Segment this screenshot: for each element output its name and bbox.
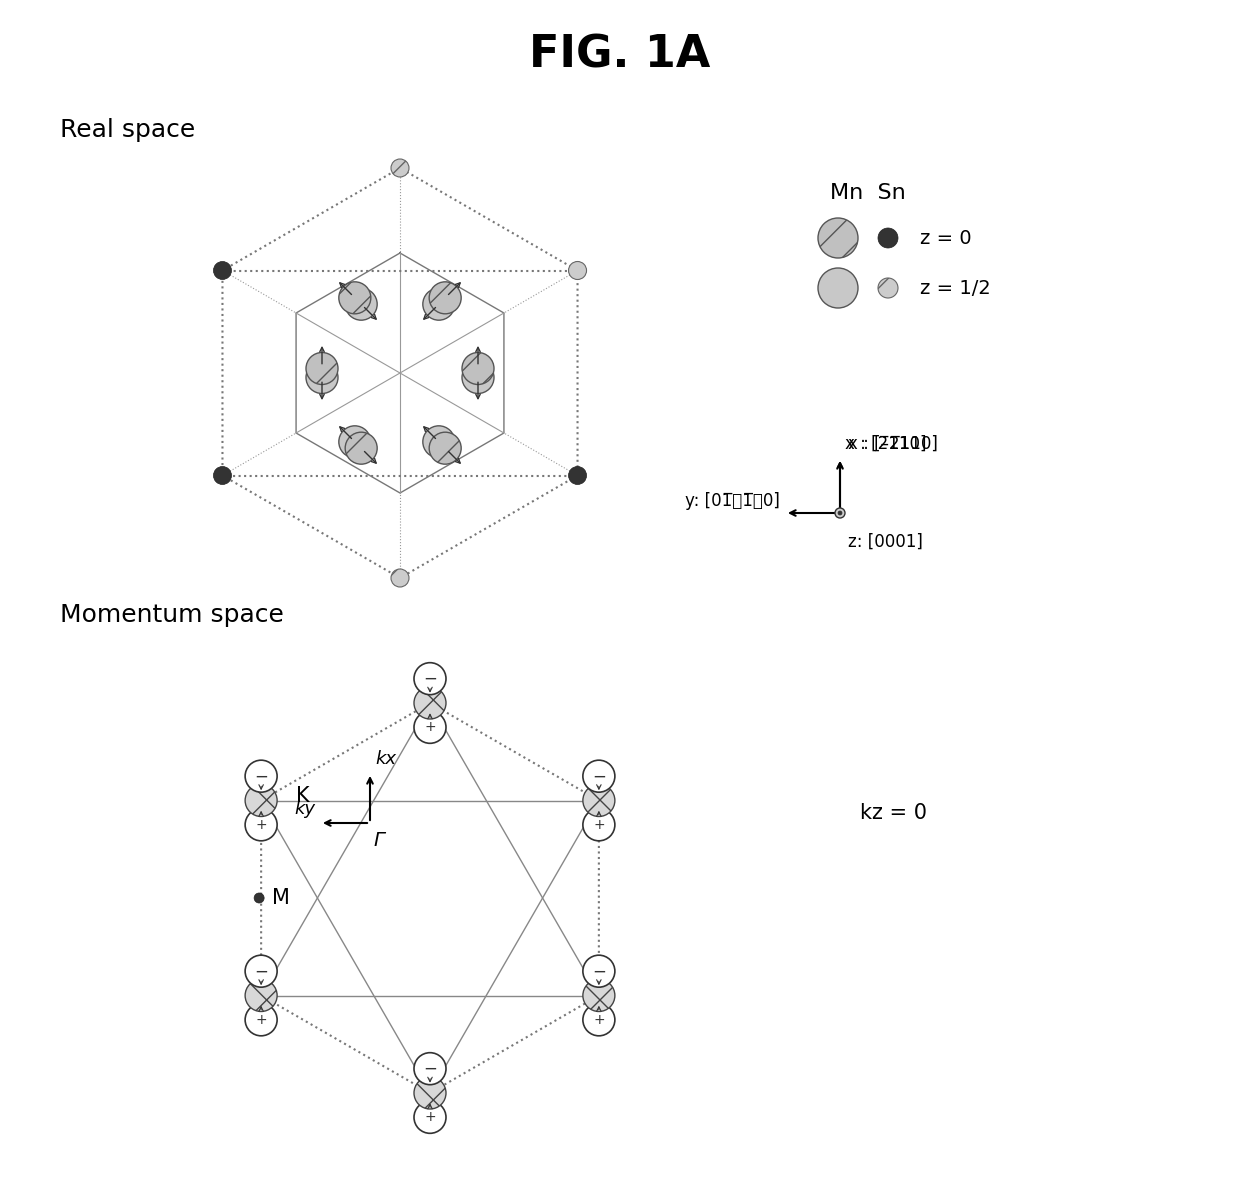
Circle shape [306,362,339,394]
Circle shape [414,711,446,743]
Circle shape [246,809,277,841]
Text: −: − [591,962,606,981]
Text: −: − [423,1060,436,1078]
Text: +: + [593,817,605,832]
Circle shape [246,980,277,1011]
Circle shape [583,955,615,987]
Circle shape [414,1077,446,1108]
Circle shape [213,261,232,279]
Text: ky: ky [294,800,315,817]
Circle shape [414,1053,446,1085]
Circle shape [878,228,898,248]
Circle shape [583,1004,615,1036]
Circle shape [345,289,377,321]
Text: kz = 0: kz = 0 [861,803,928,823]
Text: −: − [254,768,268,786]
Circle shape [423,426,455,458]
Text: M: M [272,888,290,909]
Text: y: [01̅1̅0]: y: [01̅1̅0] [686,492,780,510]
Text: FIG. 1A: FIG. 1A [529,33,711,76]
Circle shape [423,289,455,321]
Text: −: − [254,962,268,981]
Circle shape [391,569,409,587]
Text: Momentum space: Momentum space [60,603,284,627]
Circle shape [246,784,277,816]
Text: Γ: Γ [373,830,384,851]
Circle shape [583,761,615,793]
Circle shape [429,432,461,464]
Text: +: + [424,720,435,735]
Text: +: + [255,817,267,832]
Circle shape [391,159,409,177]
Circle shape [583,784,615,816]
Circle shape [463,362,494,394]
Circle shape [568,466,587,485]
Circle shape [339,426,371,458]
Circle shape [246,1004,277,1036]
Circle shape [254,893,264,903]
Circle shape [818,218,858,258]
Circle shape [414,662,446,694]
Text: K: K [296,786,310,806]
Circle shape [345,432,377,464]
Circle shape [878,278,898,298]
Circle shape [306,353,339,384]
Text: Real space: Real space [60,118,195,142]
Text: kx: kx [374,750,396,768]
Circle shape [568,261,587,279]
Circle shape [835,508,844,518]
Circle shape [246,955,277,987]
Text: −: − [423,670,436,687]
Circle shape [246,761,277,793]
Circle shape [463,353,494,384]
Circle shape [429,282,461,313]
Text: x : [2̅̅110]: x : [2̅̅110] [844,435,926,453]
Circle shape [414,1101,446,1133]
Text: +: + [424,1111,435,1124]
Circle shape [213,466,232,485]
Text: z: [0001]: z: [0001] [848,534,923,551]
Text: −: − [591,768,606,786]
Circle shape [414,687,446,719]
Text: Mn  Sn: Mn Sn [830,183,905,203]
Circle shape [818,269,858,308]
Circle shape [583,809,615,841]
Text: +: + [593,1013,605,1027]
Circle shape [583,980,615,1011]
Text: x : [–2̅̅110]: x : [–2̅̅110] [848,435,937,453]
Circle shape [339,282,371,313]
Text: z = 0: z = 0 [920,228,972,247]
Text: z = 1/2: z = 1/2 [920,278,991,297]
Circle shape [838,511,842,515]
Text: +: + [255,1013,267,1027]
